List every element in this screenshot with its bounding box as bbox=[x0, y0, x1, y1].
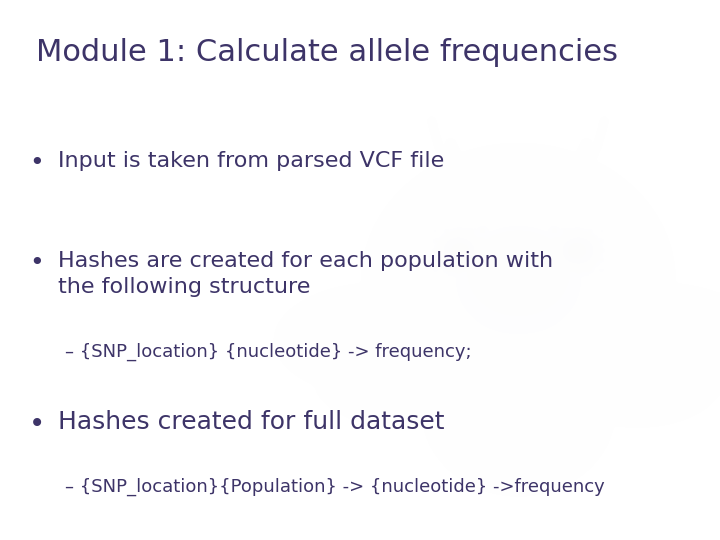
Text: •: • bbox=[29, 410, 45, 438]
Text: Input is taken from parsed VCF file: Input is taken from parsed VCF file bbox=[58, 151, 444, 171]
Text: Hashes are created for each population with
the following structure: Hashes are created for each population w… bbox=[58, 251, 553, 296]
Text: •: • bbox=[29, 251, 43, 275]
Text: – {SNP_location} {nucleotide} -> frequency;: – {SNP_location} {nucleotide} -> frequen… bbox=[65, 343, 472, 361]
Text: – {SNP_location}{Population} -> {nucleotide} ->frequency: – {SNP_location}{Population} -> {nucleot… bbox=[65, 478, 605, 496]
Text: Hashes created for full dataset: Hashes created for full dataset bbox=[58, 410, 444, 434]
Text: •: • bbox=[29, 151, 43, 175]
Text: Module 1: Calculate allele frequencies: Module 1: Calculate allele frequencies bbox=[36, 38, 618, 67]
